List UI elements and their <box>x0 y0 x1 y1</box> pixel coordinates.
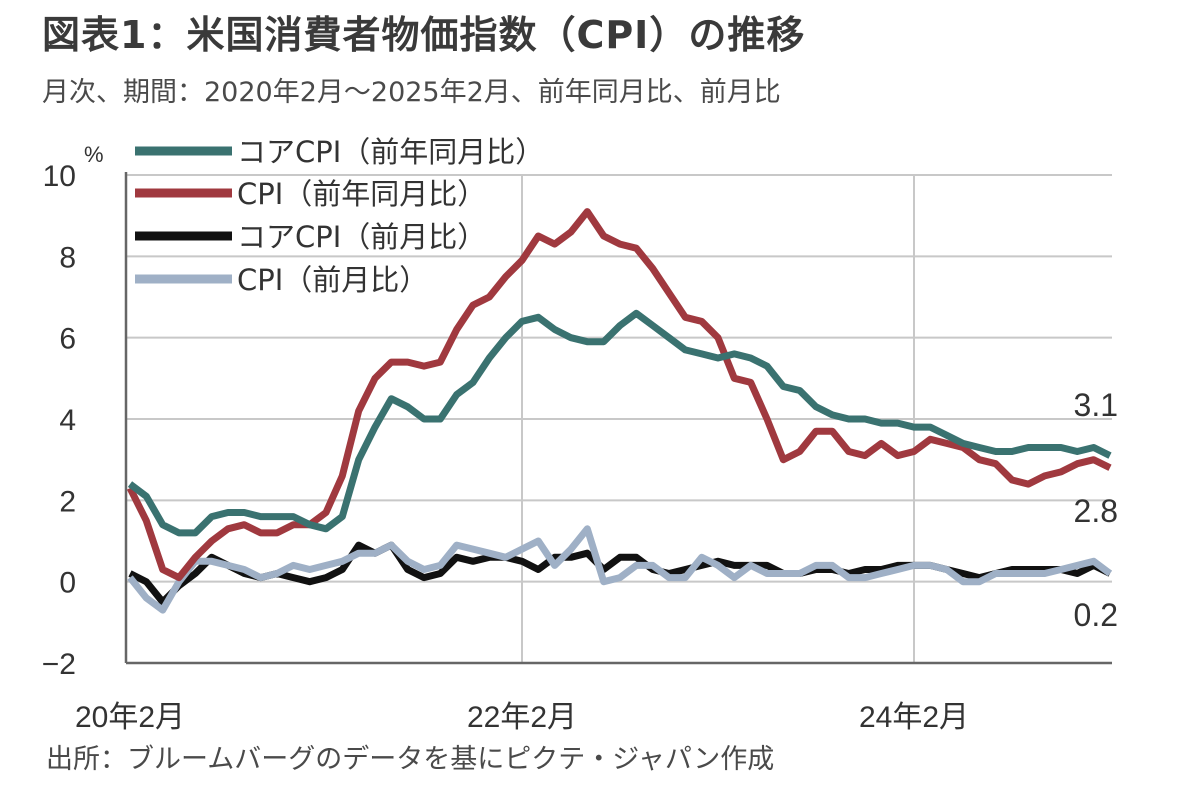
y-tick-label: 8 <box>59 241 76 274</box>
end-labels: 3.1 2.8 0.2 <box>1074 387 1118 633</box>
series-line-cpi-yoy <box>126 208 1112 582</box>
y-tick-label: 6 <box>59 323 76 356</box>
legend-item-core-cpi-mom: コアCPI（前月比） <box>135 220 486 254</box>
y-tick-label: 4 <box>59 404 76 437</box>
y-tick-label: 0 <box>59 567 76 600</box>
y-unit-label: % <box>84 142 104 167</box>
y-tick-label: 10 <box>43 160 76 193</box>
series-line-cpi-mom <box>127 525 1113 614</box>
legend-item-cpi-mom: CPI（前月比） <box>135 263 428 297</box>
y-tick-label: 2 <box>59 485 76 518</box>
y-tick-label: −2 <box>42 648 76 681</box>
grid-lines <box>126 174 1112 663</box>
end-label-cpi-yoy: 2.8 <box>1074 493 1118 529</box>
x-tick-label: 22年2月 <box>467 701 577 734</box>
legend-item-core-cpi-yoy: コアCPI（前年同月比） <box>135 135 544 169</box>
series-line-core-cpi-yoy <box>127 309 1112 537</box>
legend-label: CPI（前月比） <box>237 263 428 297</box>
legend-label: コアCPI（前月比） <box>237 220 486 254</box>
x-tick-label: 20年2月 <box>75 701 185 734</box>
end-label-mom: 0.2 <box>1074 597 1118 633</box>
legend-label: コアCPI（前年同月比） <box>237 135 544 169</box>
chart-title: 図表1：米国消費者物価指数（CPI）の推移 <box>42 13 806 57</box>
source-note: 出所：ブルームバーグのデータを基にピクテ・ジャパン作成 <box>46 744 775 775</box>
legend-label: CPI（前年同月比） <box>237 177 486 211</box>
legend-item-cpi-yoy: CPI（前年同月比） <box>135 177 486 211</box>
chart-subtitle: 月次、期間：2020年2月～2025年2月、前年同月比、前月比 <box>42 77 781 108</box>
series-lines <box>126 208 1113 614</box>
legend: コアCPI（前年同月比） CPI（前年同月比） コアCPI（前月比） CPI（前月比） <box>135 135 544 297</box>
end-label-core-cpi-yoy: 3.1 <box>1074 387 1118 423</box>
x-tick-label: 24年2月 <box>859 701 969 734</box>
axes: −2 0 2 4 6 8 10% 20年2月 22年2月 24年2月 <box>42 142 1112 734</box>
